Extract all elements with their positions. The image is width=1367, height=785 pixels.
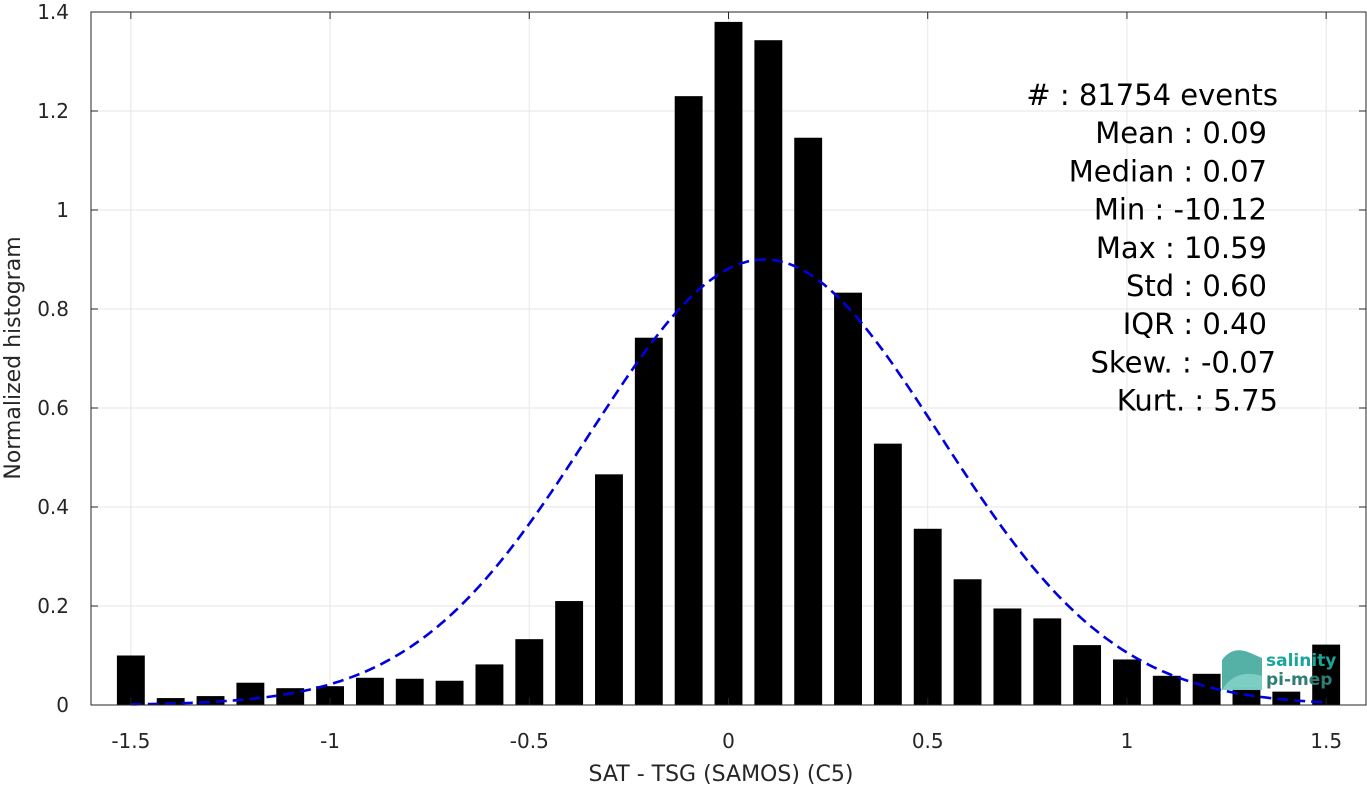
histogram-bar [794,137,823,706]
histogram-bar [395,678,424,705]
histogram-bar [515,639,544,705]
x-tick-labels: -1.5 -1 -0.5 0 0.5 1 1.5 [111,729,1342,753]
stat-line: # : 81754 events [1026,78,1278,112]
histogram-bar [276,688,305,705]
histogram-bar [953,579,982,705]
histogram-bar [754,40,783,705]
histogram-bar [236,682,265,705]
histogram-bar [634,337,663,705]
stat-line: Max : 10.59 [1096,231,1267,265]
x-tick-label: -0.5 [510,729,549,753]
stat-line: Kurt. : 5.75 [1117,384,1278,418]
histogram-bar [674,96,703,705]
stat-line: Mean : 0.09 [1095,116,1267,150]
histogram-bar [1112,659,1141,705]
histogram-bar [1073,645,1102,705]
histogram-bar [316,686,345,705]
histogram-bar [595,474,623,705]
histogram-bar [1152,675,1181,705]
statistics-box: # : 81754 events Mean : 0.09 Median : 0.07… [1026,78,1278,418]
x-axis-label: SAT - TSG (SAMOS) (C5) [589,762,854,785]
histogram-bar [435,680,464,705]
stat-line: Median : 0.07 [1069,154,1267,188]
histogram-bar [116,655,145,705]
histogram-bar [355,677,384,705]
x-tick-label: 0.5 [912,729,944,753]
histogram-bar [834,292,862,705]
y-tick-label: 0.2 [37,594,69,618]
histogram-bar [156,698,185,705]
logo-mark-wave-icon [1222,673,1262,690]
y-tick-label: 1.2 [37,99,69,123]
y-tick-label: 0.4 [37,495,69,519]
histogram-bar [913,528,942,705]
y-axis-label: Normalized histogram [1,236,26,479]
logo-text-pi-mep: pi-mep [1266,670,1332,690]
histogram-bar [196,696,225,705]
stat-line: Min : -10.12 [1094,193,1267,227]
x-tick-label: 0 [722,729,735,753]
stat-line: Std : 0.60 [1126,269,1267,303]
histogram-bar [1272,691,1301,705]
logo-text-salinity: salinity [1266,651,1336,671]
x-tick-label: 1 [1121,729,1134,753]
x-tick-label: -1.5 [111,729,150,753]
y-tick-label: 1.4 [37,0,69,24]
histogram-bars [116,21,1341,706]
y-tick-labels: 0 0.2 0.4 0.6 0.8 1 1.2 1.4 [37,0,69,717]
histogram-bar [1033,618,1062,705]
y-tick-label: 0 [56,693,69,717]
histogram-bar [1312,644,1341,705]
histogram-bar [714,21,743,705]
x-tick-label: -1 [320,729,340,753]
y-tick-label: 1 [56,198,69,222]
histogram-bar [555,601,584,705]
histogram-bar [993,608,1022,705]
normal-fit-curve [130,258,1327,706]
histogram-bar [873,443,902,705]
axis-ticks [91,11,1366,706]
y-tick-label: 0.6 [37,396,69,420]
stat-line: Skew. : -0.07 [1090,345,1276,379]
x-tick-label: 1.5 [1310,729,1342,753]
y-tick-label: 0.8 [37,297,69,321]
stat-line: IQR : 0.40 [1123,307,1267,341]
salinity-pi-mep-logo: salinity pi-mep [1222,650,1336,690]
histogram-bar [475,664,504,705]
